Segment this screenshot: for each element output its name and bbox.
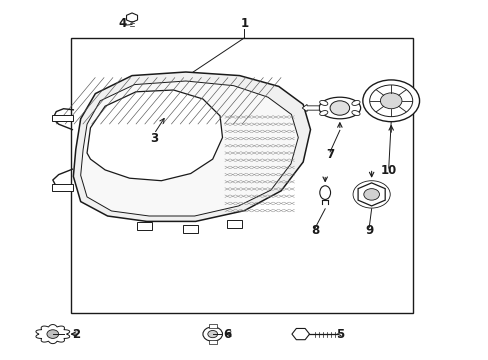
Bar xyxy=(137,222,151,230)
Bar xyxy=(227,220,242,228)
Ellipse shape xyxy=(319,100,327,105)
Polygon shape xyxy=(36,325,69,343)
Circle shape xyxy=(380,93,401,109)
Bar xyxy=(183,225,198,233)
Text: 2: 2 xyxy=(72,328,80,341)
Text: 9: 9 xyxy=(365,224,372,237)
Polygon shape xyxy=(87,90,222,181)
Bar xyxy=(208,340,216,344)
Bar xyxy=(71,38,412,313)
Text: 7: 7 xyxy=(325,148,333,161)
Text: 5: 5 xyxy=(335,328,343,341)
Ellipse shape xyxy=(319,111,327,116)
Bar xyxy=(208,324,216,328)
Circle shape xyxy=(369,85,412,117)
Ellipse shape xyxy=(319,186,330,199)
Ellipse shape xyxy=(319,97,360,119)
Circle shape xyxy=(47,330,59,338)
FancyBboxPatch shape xyxy=(52,115,73,121)
Circle shape xyxy=(207,330,217,338)
FancyBboxPatch shape xyxy=(52,184,73,191)
Text: 10: 10 xyxy=(380,165,396,177)
Circle shape xyxy=(363,189,379,200)
Ellipse shape xyxy=(351,100,359,105)
Text: 6: 6 xyxy=(223,328,231,341)
Polygon shape xyxy=(73,72,310,221)
Text: 3: 3 xyxy=(150,132,158,145)
FancyArrow shape xyxy=(302,104,319,112)
Circle shape xyxy=(329,101,349,115)
Polygon shape xyxy=(81,81,298,216)
Text: 4: 4 xyxy=(118,17,126,30)
Text: 1: 1 xyxy=(240,17,248,30)
Circle shape xyxy=(203,327,222,341)
Text: 8: 8 xyxy=(311,224,319,237)
Circle shape xyxy=(362,80,419,122)
Ellipse shape xyxy=(351,111,359,116)
